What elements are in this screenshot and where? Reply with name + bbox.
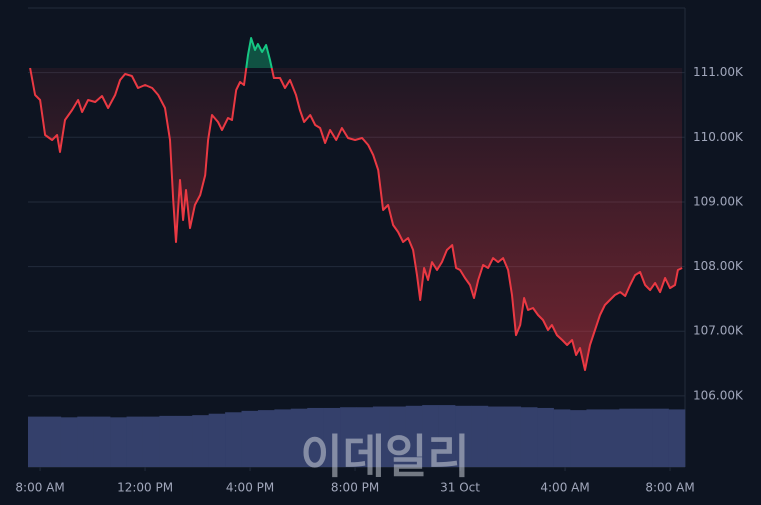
volume-bar <box>619 408 637 467</box>
volume-bar <box>126 416 144 467</box>
volume-bar <box>471 405 489 467</box>
volume-bar <box>356 407 374 467</box>
volume-bar <box>438 405 456 467</box>
volume-bar <box>290 408 308 467</box>
y-tick-label: 109.00K <box>693 194 744 208</box>
price-line-down <box>29 67 683 371</box>
y-tick-label: 111.00K <box>693 65 744 79</box>
x-tick-label: 8:00 AM <box>645 481 694 495</box>
area-down <box>30 67 683 370</box>
volume-bar <box>28 416 45 467</box>
volume-bar <box>323 407 341 467</box>
volume-bar <box>340 407 357 467</box>
volume-bar <box>504 406 522 467</box>
x-tick-label: 12:00 PM <box>117 481 173 495</box>
volume-bar <box>635 408 653 467</box>
x-tick-label: 4:00 AM <box>540 481 589 495</box>
volume-bar <box>274 409 292 467</box>
volume-bar <box>422 405 439 467</box>
volume-bar <box>455 405 472 467</box>
y-tick-label: 106.00K <box>693 388 744 402</box>
volume-bar <box>257 410 275 467</box>
volume-bar <box>241 410 259 467</box>
volume-bar <box>570 410 587 467</box>
volume-bar <box>389 406 407 467</box>
volume-bar <box>208 413 226 467</box>
volume-bar <box>520 407 538 467</box>
volume-bar <box>553 409 571 467</box>
volume-bar <box>652 408 669 467</box>
volume-bar <box>602 409 620 467</box>
y-tick-label: 110.00K <box>693 130 744 144</box>
y-tick-label: 107.00K <box>693 324 744 338</box>
volume-bar <box>372 406 390 467</box>
x-tick-label: 31 Oct <box>440 481 480 495</box>
volume-bar <box>142 416 160 467</box>
y-tick-label: 108.00K <box>693 259 744 273</box>
volume-bar <box>77 416 94 467</box>
volume-bar <box>586 409 604 467</box>
volume-bar <box>487 406 505 467</box>
volume-bar <box>159 415 177 467</box>
volume-bar <box>537 407 554 467</box>
volume-bar <box>307 407 324 467</box>
x-tick-label: 4:00 PM <box>226 481 274 495</box>
watermark: 이데일리 <box>300 430 469 484</box>
volume-bar <box>60 417 78 467</box>
x-tick-label: 8:00 AM <box>15 481 64 495</box>
x-tick-label: 8:00 PM <box>331 481 379 495</box>
volume-bar <box>110 417 127 467</box>
volume-bar <box>44 416 62 467</box>
volume-bar <box>668 409 686 467</box>
volume-bar <box>93 416 111 467</box>
volume-bar <box>175 415 193 467</box>
volume-bar <box>192 415 209 467</box>
volume-bar <box>225 412 242 467</box>
volume-bar <box>405 405 423 467</box>
